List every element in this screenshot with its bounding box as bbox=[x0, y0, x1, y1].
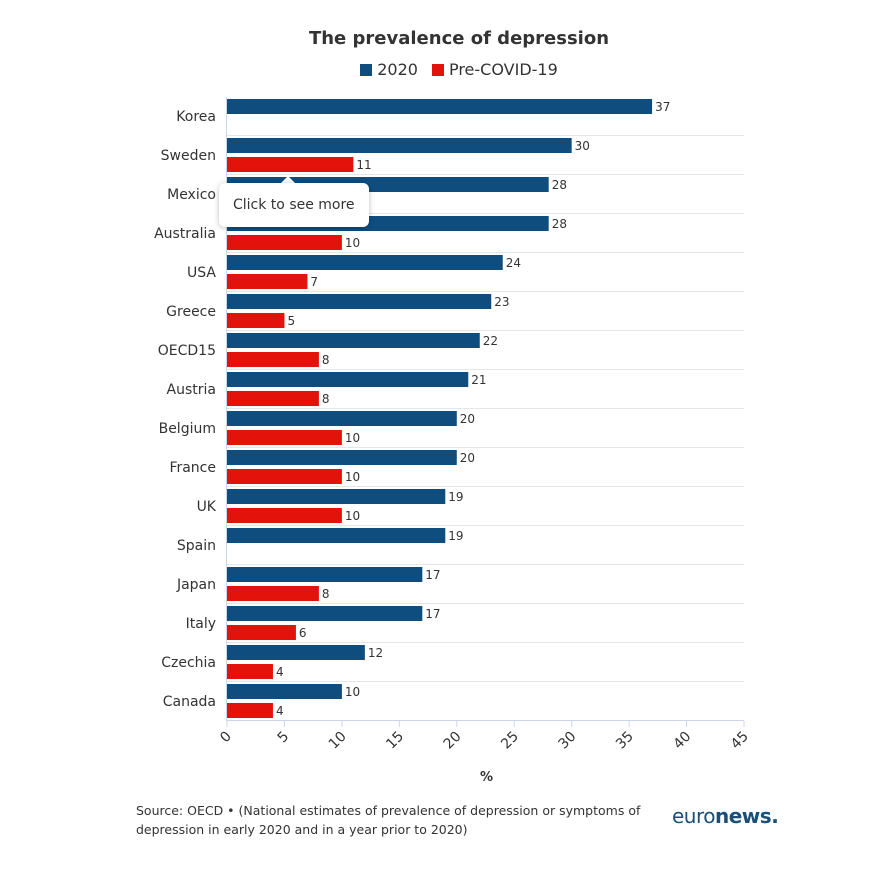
data-label: 4 bbox=[276, 704, 284, 718]
x-tick-label: 20 bbox=[441, 729, 465, 753]
bar-2020 bbox=[227, 606, 423, 621]
legend: 2020 Pre-COVID-19 bbox=[0, 60, 886, 79]
bar-chart: Korea 37 Sweden 30 11 Mexico 28 Australia 28 10 US… bbox=[154, 97, 752, 785]
bar-2020 bbox=[227, 333, 480, 348]
bar-2020 bbox=[227, 450, 457, 465]
bar-pre-covid bbox=[227, 274, 308, 289]
chart-title: The prevalence of depression bbox=[308, 28, 610, 49]
bar-pre-covid bbox=[227, 430, 342, 445]
data-label: 10 bbox=[345, 431, 360, 445]
bar-2020 bbox=[227, 567, 423, 582]
x-tick-label: 45 bbox=[728, 729, 752, 753]
data-label: 17 bbox=[425, 607, 440, 621]
legend-swatch-pre-covid bbox=[431, 63, 444, 76]
category-label: Australia bbox=[154, 226, 216, 242]
category-label: OECD15 bbox=[158, 343, 216, 359]
data-label: 4 bbox=[276, 665, 284, 679]
category-label: Canada bbox=[163, 694, 216, 710]
data-label: 8 bbox=[322, 353, 330, 367]
data-label: 23 bbox=[494, 295, 509, 309]
x-tick-label: 15 bbox=[383, 729, 407, 753]
category-label: Japan bbox=[176, 577, 216, 593]
legend-item-2020[interactable]: 2020 bbox=[360, 60, 418, 79]
data-label: 8 bbox=[322, 392, 330, 406]
legend-swatch-2020 bbox=[360, 63, 373, 76]
category-label: Mexico bbox=[167, 187, 216, 203]
data-label: 12 bbox=[368, 646, 383, 660]
bar-2020 bbox=[227, 138, 572, 153]
legend-label-pre-covid: Pre-COVID-19 bbox=[448, 60, 558, 79]
bar-2020 bbox=[227, 255, 503, 270]
euronews-logo[interactable]: euronews. bbox=[672, 804, 779, 828]
bar-pre-covid bbox=[227, 157, 354, 172]
bar-pre-covid bbox=[227, 508, 342, 523]
tooltip-arrow bbox=[280, 176, 296, 184]
category-label: Czechia bbox=[161, 655, 216, 671]
data-label: 22 bbox=[483, 334, 498, 348]
category-label: Greece bbox=[166, 304, 216, 320]
data-label: 19 bbox=[448, 490, 463, 504]
bar-pre-covid bbox=[227, 391, 319, 406]
category-label: Austria bbox=[167, 382, 216, 398]
bar-2020 bbox=[227, 99, 653, 114]
data-label: 21 bbox=[471, 373, 486, 387]
data-label: 11 bbox=[356, 158, 371, 172]
data-label: 28 bbox=[552, 217, 567, 231]
bar-2020 bbox=[227, 372, 469, 387]
category-label: UK bbox=[197, 499, 217, 515]
x-tick-label: 35 bbox=[613, 729, 637, 753]
bar-2020 bbox=[227, 294, 492, 309]
data-label: 28 bbox=[552, 178, 567, 192]
x-axis-title: % bbox=[480, 770, 493, 785]
bar-pre-covid bbox=[227, 586, 319, 601]
data-label: 24 bbox=[506, 256, 521, 270]
x-tick-label: 0 bbox=[217, 729, 235, 747]
bar-pre-covid bbox=[227, 703, 273, 718]
data-label: 20 bbox=[460, 412, 475, 426]
source-note: Source: OECD • (National estimates of pr… bbox=[136, 803, 641, 837]
bar-2020 bbox=[227, 489, 446, 504]
bar-pre-covid bbox=[227, 625, 296, 640]
bar-pre-covid bbox=[227, 352, 319, 367]
x-tick-label: 5 bbox=[275, 729, 293, 747]
category-label: Spain bbox=[177, 538, 216, 554]
bar-2020 bbox=[227, 684, 342, 699]
bar-2020 bbox=[227, 411, 457, 426]
data-label: 10 bbox=[345, 236, 360, 250]
x-tick-label: 25 bbox=[498, 729, 522, 753]
x-tick-label: 40 bbox=[670, 729, 694, 753]
data-label: 8 bbox=[322, 587, 330, 601]
data-label: 19 bbox=[448, 529, 463, 543]
x-tick-label: 30 bbox=[556, 729, 580, 753]
data-label: 6 bbox=[299, 626, 307, 640]
category-label: Belgium bbox=[159, 421, 216, 437]
data-label: 7 bbox=[310, 275, 318, 289]
data-label: 20 bbox=[460, 451, 475, 465]
data-label: 5 bbox=[287, 314, 295, 328]
data-label: 10 bbox=[345, 509, 360, 523]
data-label: 37 bbox=[655, 100, 670, 114]
data-label: 17 bbox=[425, 568, 440, 582]
category-label: France bbox=[169, 460, 216, 476]
legend-label-2020: 2020 bbox=[377, 60, 418, 79]
bar-pre-covid bbox=[227, 313, 285, 328]
x-tick-label: 10 bbox=[326, 729, 350, 753]
bar-2020 bbox=[227, 528, 446, 543]
legend-item-pre-covid[interactable]: Pre-COVID-19 bbox=[431, 60, 558, 79]
data-label: 10 bbox=[345, 470, 360, 484]
bar-pre-covid bbox=[227, 469, 342, 484]
category-label: USA bbox=[187, 265, 216, 281]
data-label: 30 bbox=[575, 139, 590, 153]
bar-pre-covid bbox=[227, 235, 342, 250]
category-label: Korea bbox=[176, 109, 216, 125]
category-label: Italy bbox=[186, 616, 216, 632]
bar-2020 bbox=[227, 645, 365, 660]
category-label: Sweden bbox=[161, 148, 216, 164]
data-label: 10 bbox=[345, 685, 360, 699]
bar-pre-covid bbox=[227, 664, 273, 679]
tooltip: Click to see more bbox=[219, 183, 369, 227]
